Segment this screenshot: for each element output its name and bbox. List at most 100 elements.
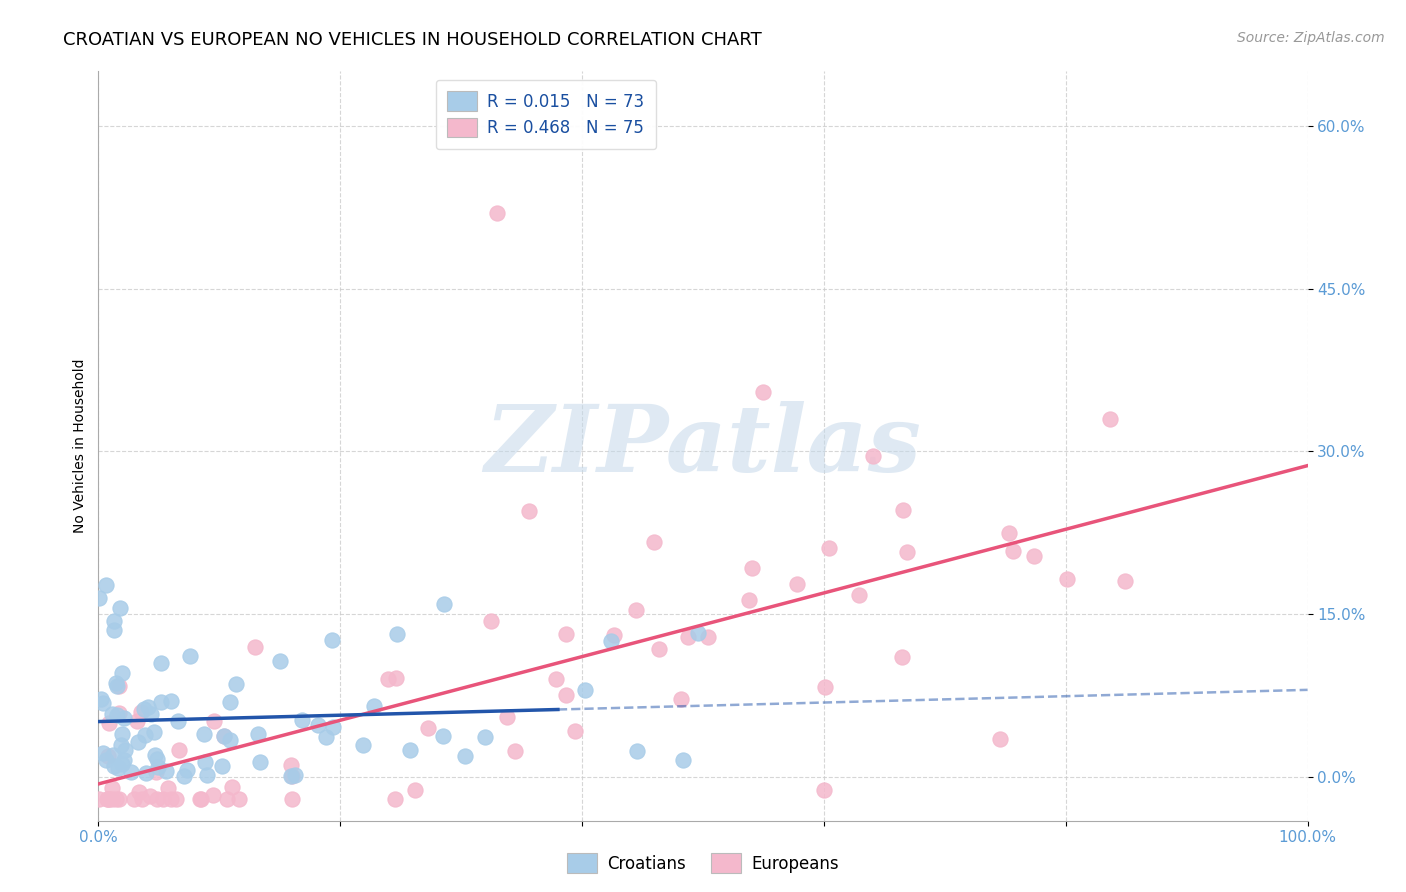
Point — [574, 682, 596, 697]
Point — [125, 714, 148, 728]
Point — [211, 759, 233, 773]
Point — [173, 769, 195, 783]
Point — [96, 792, 118, 806]
Point — [188, 792, 211, 806]
Point — [90, 692, 112, 706]
Point — [136, 700, 159, 714]
Point — [352, 738, 374, 752]
Text: ZIPatlas: ZIPatlas — [485, 401, 921, 491]
Text: Source: ZipAtlas.com: Source: ZipAtlas.com — [1237, 31, 1385, 45]
Point — [1001, 544, 1024, 558]
Point — [103, 623, 125, 637]
Point — [496, 710, 519, 724]
Point — [131, 792, 153, 806]
Point — [218, 732, 240, 747]
Point — [195, 767, 218, 781]
Point — [101, 707, 124, 722]
Point — [269, 654, 291, 668]
Point — [228, 792, 250, 806]
Point — [112, 711, 135, 725]
Point — [315, 730, 337, 744]
Point — [249, 755, 271, 769]
Point — [139, 789, 162, 803]
Point — [555, 627, 578, 641]
Point — [280, 769, 302, 783]
Point — [101, 747, 124, 762]
Point — [1056, 572, 1078, 586]
Point — [818, 541, 841, 555]
Point — [564, 723, 586, 738]
Point — [94, 578, 117, 592]
Point — [98, 792, 121, 806]
Point — [474, 731, 496, 745]
Point — [101, 792, 124, 806]
Point — [384, 792, 406, 806]
Point — [152, 792, 174, 806]
Point — [741, 560, 763, 574]
Point — [676, 630, 699, 644]
Point — [321, 632, 343, 647]
Point — [120, 764, 142, 779]
Point — [433, 597, 456, 611]
Point — [600, 633, 623, 648]
Point — [122, 792, 145, 806]
Point — [107, 706, 129, 721]
Text: CROATIAN VS EUROPEAN NO VEHICLES IN HOUSEHOLD CORRELATION CHART: CROATIAN VS EUROPEAN NO VEHICLES IN HOUS… — [63, 31, 762, 49]
Point — [91, 746, 114, 760]
Point — [167, 742, 190, 756]
Point — [165, 792, 187, 806]
Point — [132, 702, 155, 716]
Point — [247, 727, 270, 741]
Point — [225, 677, 247, 691]
Point — [454, 749, 477, 764]
Point — [145, 765, 167, 780]
Point — [97, 716, 120, 731]
Y-axis label: No Vehicles in Household: No Vehicles in Household — [73, 359, 87, 533]
Point — [150, 695, 173, 709]
Point — [696, 630, 718, 644]
Point — [479, 614, 502, 628]
Point — [114, 743, 136, 757]
Point — [896, 545, 918, 559]
Point — [786, 577, 808, 591]
Point — [112, 753, 135, 767]
Point — [688, 626, 710, 640]
Point — [104, 676, 127, 690]
Point — [385, 672, 408, 686]
Point — [243, 640, 266, 654]
Point — [862, 450, 884, 464]
Point — [291, 713, 314, 727]
Point — [94, 753, 117, 767]
Point — [141, 707, 163, 722]
Point — [149, 656, 172, 670]
Point — [404, 782, 426, 797]
Point — [89, 792, 111, 806]
Point — [624, 603, 647, 617]
Point — [167, 714, 190, 728]
Point — [129, 705, 152, 719]
Point — [135, 765, 157, 780]
Point — [648, 641, 671, 656]
Point — [146, 760, 169, 774]
Point — [105, 708, 128, 723]
Point — [738, 593, 761, 607]
Point — [280, 769, 302, 783]
Point — [101, 780, 124, 795]
Point — [202, 714, 225, 729]
Point — [221, 780, 243, 794]
Point — [155, 764, 177, 778]
Point — [159, 694, 181, 708]
Point — [143, 747, 166, 762]
Point — [486, 205, 509, 219]
Point — [752, 384, 775, 399]
Point — [108, 600, 131, 615]
Point — [146, 752, 169, 766]
Point — [891, 503, 914, 517]
Point — [814, 680, 837, 694]
Point — [111, 727, 134, 741]
Point — [214, 729, 236, 743]
Point — [217, 792, 239, 806]
Point — [517, 504, 540, 518]
Point — [602, 628, 624, 642]
Point — [432, 730, 454, 744]
